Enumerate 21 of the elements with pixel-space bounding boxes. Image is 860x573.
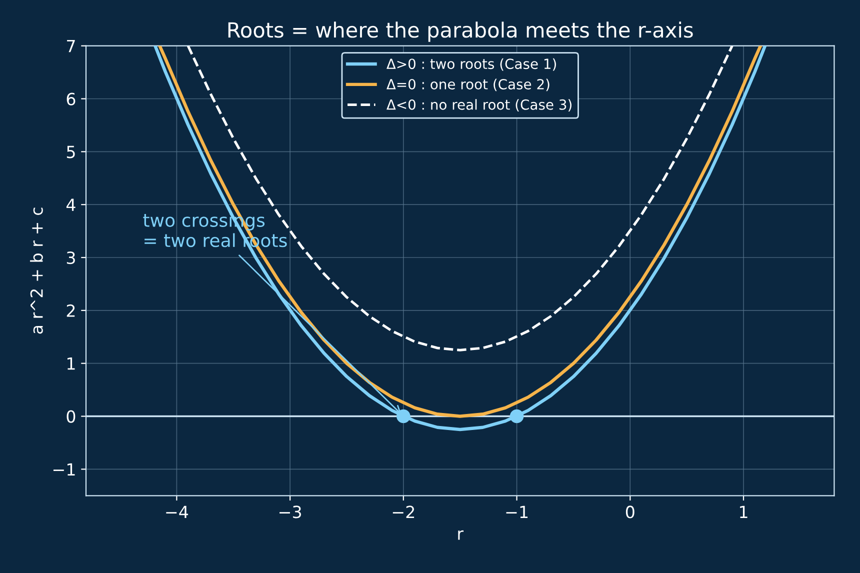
x-tick-label: 0 (626, 506, 634, 518)
chart-title: Roots = where the parabola meets the r-axis (228, 22, 693, 42)
x-tick-label: −2 (392, 506, 414, 518)
x-tick-label: −4 (166, 506, 188, 518)
legend-label: Δ=0 : one root (Case 2) (386, 78, 550, 92)
y-tick-label: 4 (66, 198, 76, 211)
y-tick-label: 7 (67, 40, 75, 52)
legend-label: Δ<0 : no real root (Case 3) (386, 99, 572, 112)
y-tick-label: 0 (66, 410, 76, 423)
y-tick-label: 6 (66, 92, 76, 106)
y-tick-label: 2 (66, 304, 75, 317)
x-tick-label: 1 (740, 506, 748, 518)
y-tick-label: 3 (66, 251, 75, 264)
x-tick-label: −1 (506, 506, 528, 518)
x-tick-label: −3 (280, 506, 301, 518)
y-tick-label: 1 (68, 358, 75, 370)
x-axis-title: r (458, 530, 464, 540)
y-tick-label: −1 (53, 463, 75, 476)
y-axis-title: a r^2 + b r + c (30, 208, 43, 334)
legend-label: Δ>0 : two roots (Case 1) (386, 58, 556, 71)
y-tick-label: 5 (66, 146, 75, 158)
